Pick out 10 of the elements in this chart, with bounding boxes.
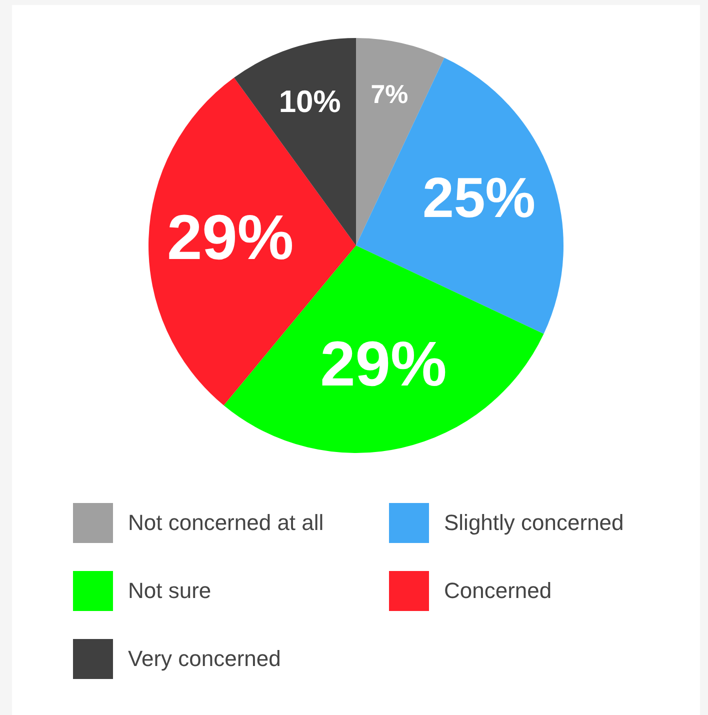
data-label: 29%: [320, 330, 447, 400]
legend-label: Not concerned at all: [128, 510, 324, 536]
legend-label: Not sure: [128, 578, 212, 604]
data-label: 29%: [166, 203, 294, 274]
legend-label: Very concerned: [128, 646, 281, 672]
data-label: 7%: [370, 81, 408, 110]
legend-label: Concerned: [444, 578, 552, 604]
data-label: 10%: [278, 84, 341, 119]
data-label: 25%: [422, 166, 536, 229]
legend-label: Slightly concerned: [444, 510, 624, 536]
